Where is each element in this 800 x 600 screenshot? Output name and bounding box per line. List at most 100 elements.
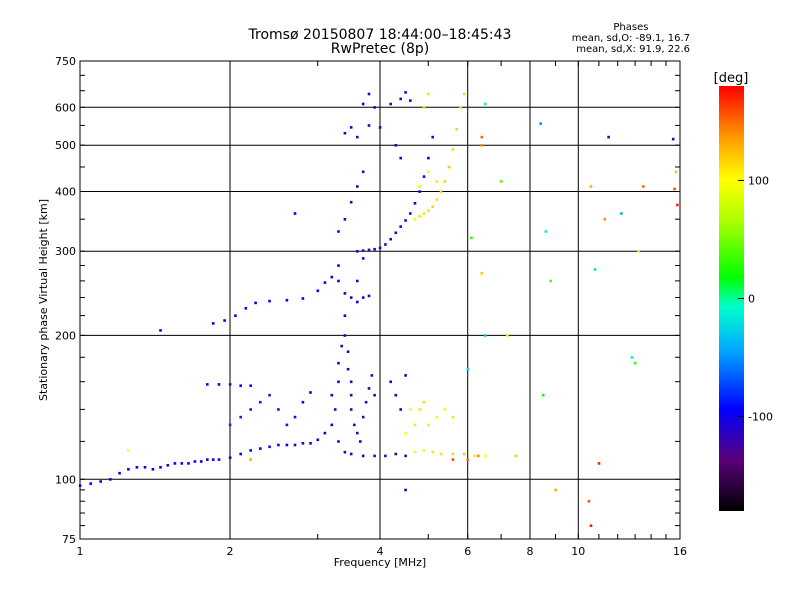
data-point xyxy=(343,314,347,317)
data-point xyxy=(673,187,676,191)
data-point xyxy=(422,175,426,178)
data-point xyxy=(549,279,552,283)
data-point xyxy=(427,423,430,427)
data-point xyxy=(593,268,597,271)
data-point xyxy=(439,452,443,456)
data-point xyxy=(459,106,462,109)
y-tick-label: 100 xyxy=(55,473,76,486)
data-point xyxy=(285,298,289,302)
data-point xyxy=(349,296,353,299)
data-point xyxy=(330,423,334,427)
data-point xyxy=(378,246,382,250)
data-point xyxy=(367,124,371,127)
data-point xyxy=(462,92,466,96)
data-point xyxy=(361,257,365,260)
y-axis-label: Stationary phase Virtual Height [km] xyxy=(37,199,50,401)
data-point xyxy=(301,442,305,445)
data-point xyxy=(118,471,121,475)
data-point xyxy=(373,454,376,458)
data-point xyxy=(244,307,248,310)
data-point xyxy=(499,180,503,183)
data-point xyxy=(674,170,678,174)
data-point xyxy=(343,292,347,295)
data-point xyxy=(249,408,252,411)
data-point xyxy=(451,458,455,461)
data-point xyxy=(127,449,130,452)
data-point xyxy=(451,452,455,456)
data-point xyxy=(384,243,387,246)
data-point xyxy=(180,462,184,465)
data-point xyxy=(109,478,112,481)
data-point xyxy=(589,185,593,188)
data-point xyxy=(349,126,353,129)
data-point xyxy=(285,423,289,427)
data-point xyxy=(431,135,434,139)
data-point xyxy=(637,250,640,253)
data-point xyxy=(435,415,439,419)
x-tick-label: 1 xyxy=(77,545,84,558)
data-point xyxy=(480,135,484,139)
data-point xyxy=(356,250,359,253)
data-point xyxy=(427,92,430,96)
data-point xyxy=(349,200,353,204)
data-point xyxy=(217,458,221,461)
data-point xyxy=(506,334,509,337)
data-point xyxy=(455,128,458,131)
data-point xyxy=(466,458,470,461)
data-point xyxy=(223,319,226,322)
data-point xyxy=(394,393,398,397)
data-point xyxy=(404,219,407,222)
data-point xyxy=(337,279,340,283)
data-point xyxy=(630,356,634,359)
data-point xyxy=(603,218,607,221)
data-point xyxy=(143,466,147,469)
data-point xyxy=(349,380,353,384)
data-point xyxy=(364,400,368,404)
data-point xyxy=(159,329,162,332)
data-point xyxy=(514,454,518,458)
data-point xyxy=(361,454,365,458)
data-point xyxy=(268,393,271,397)
data-point xyxy=(422,400,426,404)
data-point xyxy=(359,440,362,443)
colorbar-tick-label: -100 xyxy=(748,411,773,424)
data-point xyxy=(404,374,407,377)
data-point xyxy=(316,438,320,442)
data-point xyxy=(373,106,376,109)
data-point xyxy=(422,212,426,215)
data-point xyxy=(228,383,232,386)
data-point xyxy=(389,237,392,241)
data-point xyxy=(541,393,545,397)
data-point xyxy=(480,271,484,275)
data-point xyxy=(413,202,417,205)
data-point xyxy=(477,454,480,458)
data-point xyxy=(409,212,412,215)
data-point xyxy=(451,148,455,151)
data-point xyxy=(544,230,548,233)
data-point xyxy=(378,126,382,129)
data-point xyxy=(399,156,402,160)
data-point xyxy=(373,247,376,251)
data-point xyxy=(206,383,209,386)
data-point xyxy=(330,393,334,397)
data-point xyxy=(89,482,92,485)
data-point xyxy=(340,344,343,348)
data-point xyxy=(418,215,421,218)
data-point xyxy=(356,431,359,435)
data-point xyxy=(337,264,340,267)
data-point xyxy=(337,230,340,233)
data-point xyxy=(399,225,402,228)
data-point xyxy=(620,212,623,215)
y-tick-label: 500 xyxy=(55,139,76,152)
data-point xyxy=(389,102,392,106)
data-point xyxy=(346,367,350,371)
data-point xyxy=(473,454,477,458)
data-point xyxy=(427,156,430,160)
phases-heading: Phases xyxy=(613,22,649,33)
data-point xyxy=(404,91,407,94)
data-point xyxy=(127,468,130,471)
data-point xyxy=(78,484,82,487)
data-point xyxy=(443,408,447,411)
data-point xyxy=(587,500,591,503)
